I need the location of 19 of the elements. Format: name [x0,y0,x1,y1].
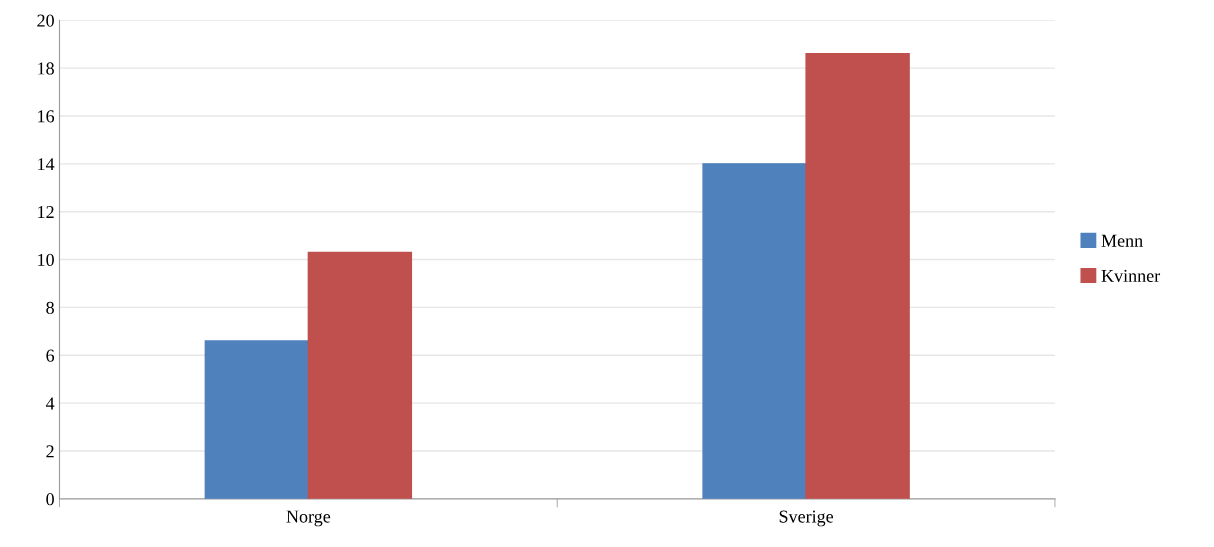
y-tick-label: 4 [45,397,55,410]
y-tick-label: 2 [46,445,54,458]
y-tick-label: 20 [37,14,54,27]
bar [307,251,413,499]
y-tick-label: 12 [38,206,54,218]
y-tick-label: 0 [46,493,54,506]
legend-label: Menn [1101,234,1143,247]
y-tick-label: 8 [46,301,54,314]
y-tick-label: 6 [46,349,55,362]
bar [702,163,807,499]
y-tick-label: 18 [38,62,54,75]
bar [805,53,910,499]
bar [204,340,310,499]
x-tick-label: Norge [286,510,331,527]
y-tick-label: 14 [38,158,55,171]
y-tick-label: 16 [38,110,55,123]
y-tick-label: 10 [38,253,54,266]
x-tick-label: Sverige [779,510,834,527]
legend-label: Kvinner [1101,269,1161,282]
